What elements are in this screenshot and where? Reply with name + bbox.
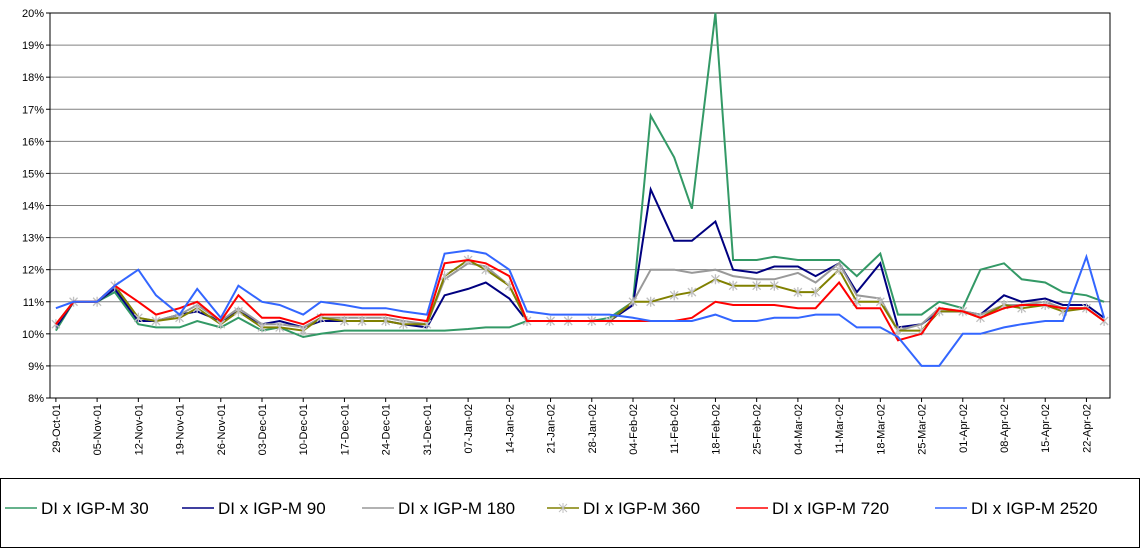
x-tick-label: 25-Mar-02 (917, 404, 929, 455)
x-tick-label: 15-Apr-02 (1040, 404, 1052, 453)
point-marker (710, 274, 720, 285)
x-tick-label: 28-Jan-02 (587, 404, 599, 454)
x-tick-label: 10-Dec-01 (298, 404, 310, 455)
y-tick-label: 10% (22, 329, 44, 341)
point-marker (381, 316, 391, 326)
point-marker (133, 312, 143, 323)
y-tick-label: 11% (23, 297, 44, 309)
legend-label: DI x IGP-M 90 (218, 499, 326, 518)
point-marker (769, 280, 779, 291)
x-tick-label: 05-Nov-01 (92, 404, 104, 455)
x-tick-label: 25-Feb-02 (752, 404, 764, 455)
x-tick-label: 07-Jan-02 (463, 404, 475, 454)
x-tick-label: 14-Jan-02 (504, 404, 516, 454)
legend-label: DI x IGP-M 360 (583, 499, 700, 518)
point-marker (192, 303, 202, 314)
x-tick-label: 17-Dec-01 (339, 404, 351, 455)
point-marker (893, 325, 903, 336)
point-marker (793, 287, 803, 298)
x-tick-label: 19-Nov-01 (175, 404, 187, 455)
point-marker (257, 322, 267, 333)
series-line (55, 249, 1106, 367)
x-tick-label: 18-Feb-02 (710, 404, 722, 455)
x-tick-label: 08-Apr-02 (999, 404, 1011, 453)
y-tick-label: 20% (22, 8, 44, 20)
point-marker (669, 290, 679, 301)
point-marker (339, 316, 349, 326)
x-tick-label: 11-Mar-02 (834, 404, 846, 454)
x-tick-label: 12-Nov-01 (133, 404, 145, 455)
plot-frame (49, 12, 1111, 399)
y-tick-label: 18% (22, 72, 44, 84)
y-tick-label: 14% (22, 201, 44, 213)
series-line (55, 186, 1105, 329)
y-tick-label: 17% (22, 104, 44, 116)
legend-box (0, 478, 1140, 548)
y-tick-label: 9% (28, 361, 44, 373)
x-tick-label: 18-Mar-02 (875, 404, 887, 455)
x-tick-label: 31-Dec-01 (422, 404, 434, 455)
point-marker (628, 296, 638, 307)
x-tick-label: 04-Feb-02 (628, 404, 640, 455)
x-tick-label: 03-Dec-01 (257, 404, 269, 455)
point-marker (398, 319, 408, 330)
x-tick-label: 26-Nov-01 (216, 404, 228, 455)
x-tick-label: 04-Mar-02 (793, 404, 805, 455)
point-marker (687, 287, 697, 298)
series-line (55, 12, 1105, 339)
legend-label: DI x IGP-M 720 (772, 499, 889, 518)
x-tick-label: 24-Dec-01 (381, 404, 393, 455)
point-marker (357, 316, 367, 326)
legend-label: DI x IGP-M 180 (398, 499, 515, 518)
y-tick-label: 13% (22, 233, 44, 245)
y-tick-label: 15% (22, 168, 44, 180)
x-tick-label: 01-Apr-02 (958, 404, 970, 453)
series-line (55, 258, 1105, 342)
point-marker (646, 296, 656, 307)
point-marker (752, 280, 762, 291)
point-marker (875, 296, 885, 307)
point-marker (151, 316, 161, 326)
point-marker (275, 322, 285, 333)
point-marker (811, 287, 821, 298)
point-marker (481, 264, 491, 275)
y-tick-label: 12% (22, 265, 44, 277)
point-marker (728, 280, 738, 291)
point-marker (834, 264, 844, 275)
point-marker (298, 325, 308, 336)
y-tick-label: 19% (22, 40, 44, 52)
x-tick-label: 29-Oct-01 (51, 404, 63, 453)
x-tick-label: 22-Apr-02 (1081, 404, 1093, 453)
y-tick-label: 16% (22, 136, 44, 148)
x-tick-label: 11-Feb-02 (669, 404, 681, 454)
legend-label: DI x IGP-M 2520 (971, 499, 1098, 518)
point-marker (233, 306, 243, 317)
legend-marker (558, 503, 568, 513)
x-tick-label: 21-Jan-02 (546, 404, 558, 454)
legend-label: DI x IGP-M 30 (41, 499, 149, 518)
y-tick-label: 8% (28, 393, 44, 405)
